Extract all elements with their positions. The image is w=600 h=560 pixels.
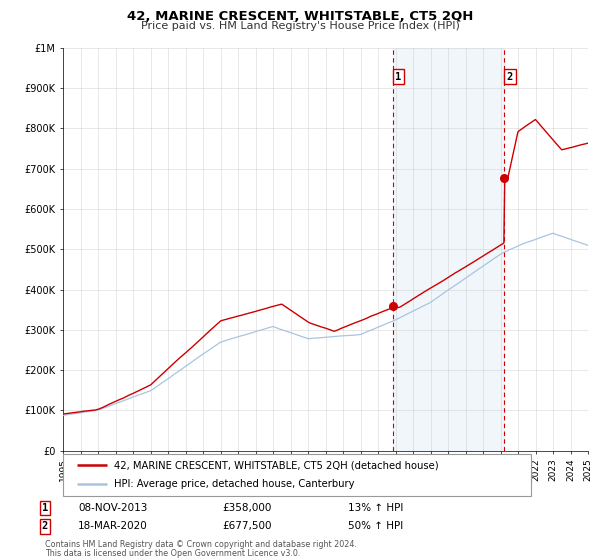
Text: 2: 2 xyxy=(42,521,48,531)
Text: 1: 1 xyxy=(395,72,402,82)
Text: 50% ↑ HPI: 50% ↑ HPI xyxy=(348,521,403,531)
Text: Contains HM Land Registry data © Crown copyright and database right 2024.: Contains HM Land Registry data © Crown c… xyxy=(45,540,357,549)
Text: 1: 1 xyxy=(42,503,48,513)
Bar xyxy=(393,48,504,451)
Text: 42, MARINE CRESCENT, WHITSTABLE, CT5 2QH: 42, MARINE CRESCENT, WHITSTABLE, CT5 2QH xyxy=(127,10,473,22)
Text: 13% ↑ HPI: 13% ↑ HPI xyxy=(348,503,403,513)
Text: £358,000: £358,000 xyxy=(222,503,271,513)
Text: Price paid vs. HM Land Registry's House Price Index (HPI): Price paid vs. HM Land Registry's House … xyxy=(140,21,460,31)
Text: £677,500: £677,500 xyxy=(222,521,271,531)
Text: 2: 2 xyxy=(507,72,513,82)
Text: 08-NOV-2013: 08-NOV-2013 xyxy=(78,503,148,513)
Text: HPI: Average price, detached house, Canterbury: HPI: Average price, detached house, Cant… xyxy=(115,479,355,489)
Text: 42, MARINE CRESCENT, WHITSTABLE, CT5 2QH (detached house): 42, MARINE CRESCENT, WHITSTABLE, CT5 2QH… xyxy=(115,460,439,470)
FancyBboxPatch shape xyxy=(63,454,531,496)
Text: 18-MAR-2020: 18-MAR-2020 xyxy=(78,521,148,531)
Text: This data is licensed under the Open Government Licence v3.0.: This data is licensed under the Open Gov… xyxy=(45,549,301,558)
